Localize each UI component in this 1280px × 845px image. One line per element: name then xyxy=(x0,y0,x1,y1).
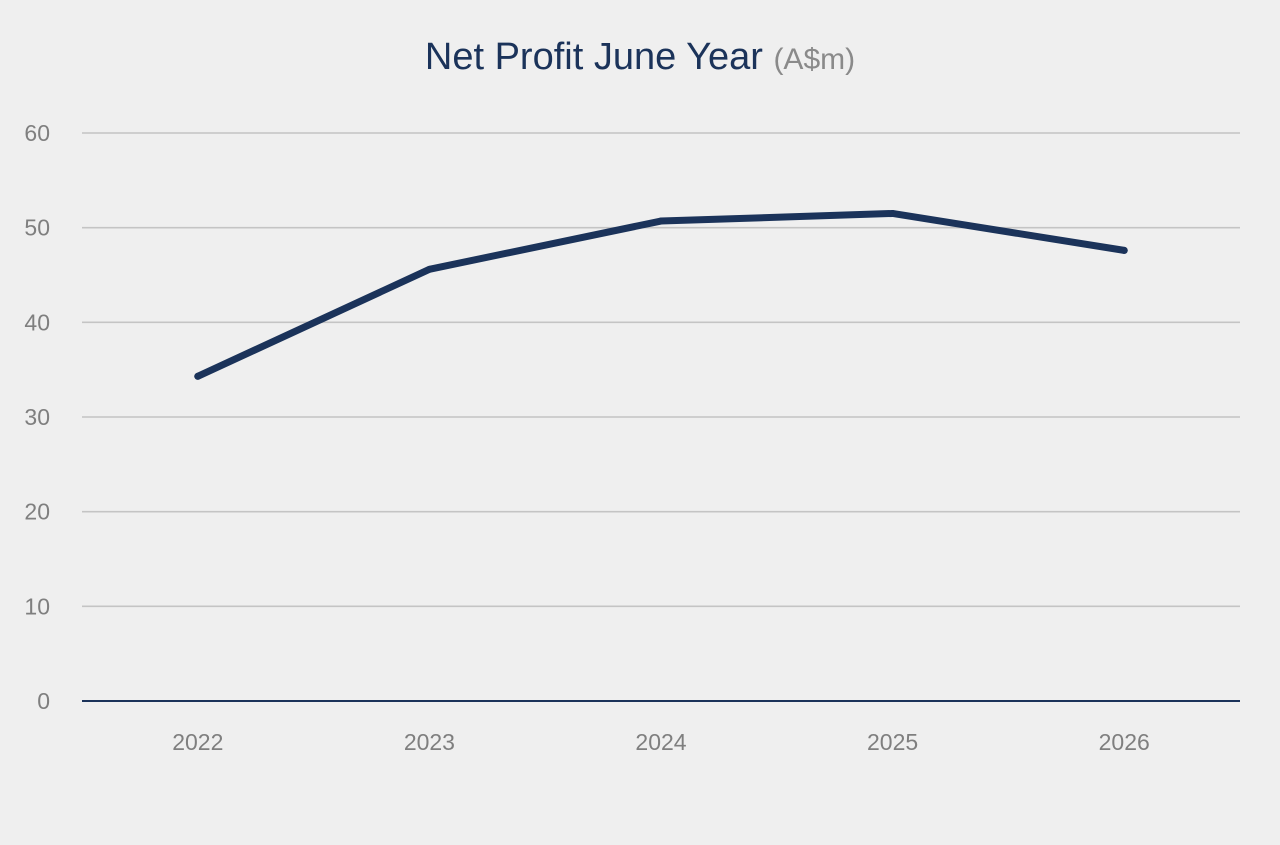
x-tick-label-2026: 2026 xyxy=(1099,729,1150,755)
x-axis-tick-labels: 2022 2023 2024 2025 2026 xyxy=(172,729,1150,755)
series-line-0 xyxy=(194,209,1128,380)
y-tick-label-60: 60 xyxy=(24,120,50,146)
x-tick-label-2022: 2022 xyxy=(172,729,223,755)
chart-title-text: Net Profit June Year xyxy=(424,36,763,78)
y-tick-label-0: 0 xyxy=(37,688,50,714)
data-point-2026 xyxy=(1120,246,1128,254)
y-axis-tick-labels: 0 10 20 30 40 50 60 xyxy=(24,120,50,714)
y-tick-label-50: 50 xyxy=(24,215,50,241)
gridlines xyxy=(82,132,1240,702)
y-tick-label-20: 20 xyxy=(24,499,50,525)
x-tick-label-2024: 2024 xyxy=(635,729,686,755)
x-tick-label-2025: 2025 xyxy=(867,729,918,755)
data-point-2022 xyxy=(194,372,202,380)
x-tick-label-2023: 2023 xyxy=(404,729,455,755)
y-tick-label-30: 30 xyxy=(24,404,50,430)
y-tick-label-40: 40 xyxy=(24,309,50,335)
chart-title: Net Profit June Year (A$m) xyxy=(0,34,1280,83)
data-point-2025 xyxy=(889,209,897,217)
data-point-2024 xyxy=(657,217,665,225)
data-point-2023 xyxy=(425,265,433,273)
y-tick-label-10: 10 xyxy=(24,593,50,619)
chart-title-unit: (A$m) xyxy=(773,43,856,76)
series-layer xyxy=(194,209,1128,380)
